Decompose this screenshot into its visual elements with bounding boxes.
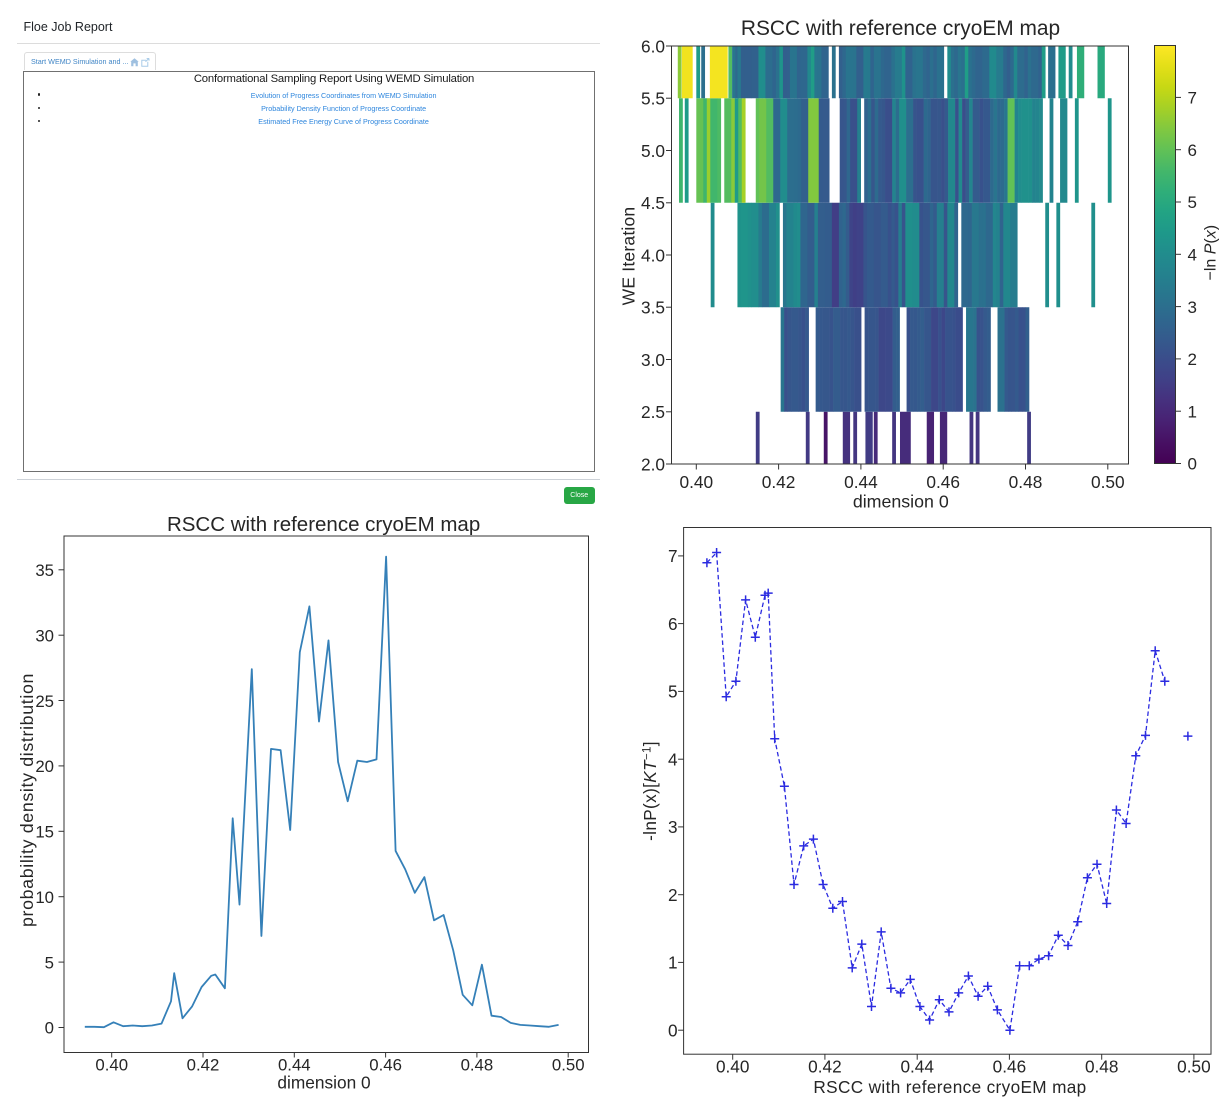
svg-text:35: 35 [35, 561, 54, 580]
svg-text:−ln P(x): −ln P(x) [1203, 225, 1220, 281]
svg-text:dimension 0: dimension 0 [853, 492, 949, 512]
svg-text:0: 0 [45, 1019, 54, 1038]
svg-text:0.40: 0.40 [95, 1056, 128, 1075]
svg-text:5.0: 5.0 [641, 141, 665, 161]
svg-text:6: 6 [668, 614, 678, 634]
svg-text:7: 7 [668, 546, 678, 566]
svg-text:0.44: 0.44 [278, 1056, 311, 1075]
svg-text:RSCC with reference cryoEM map: RSCC with reference cryoEM map [741, 17, 1060, 40]
svg-text:0.44: 0.44 [844, 472, 878, 492]
svg-text:2.5: 2.5 [641, 402, 665, 422]
svg-text:0.46: 0.46 [993, 1056, 1026, 1076]
svg-text:4.0: 4.0 [641, 245, 665, 265]
svg-text:25: 25 [35, 692, 54, 711]
svg-text:0.48: 0.48 [1085, 1056, 1118, 1076]
svg-text:0: 0 [668, 1021, 678, 1041]
svg-text:20: 20 [35, 757, 54, 776]
svg-text:4: 4 [1188, 246, 1197, 265]
svg-text:WE Iteration: WE Iteration [618, 207, 638, 306]
svg-text:5: 5 [45, 953, 54, 972]
svg-text:6.0: 6.0 [641, 36, 665, 56]
svg-text:3: 3 [668, 817, 678, 837]
svg-text:0.50: 0.50 [1091, 472, 1125, 492]
svg-text:5.5: 5.5 [641, 89, 665, 109]
svg-text:4.5: 4.5 [641, 193, 665, 213]
svg-text:0.46: 0.46 [926, 472, 960, 492]
svg-text:7: 7 [1188, 89, 1197, 108]
svg-text:30: 30 [35, 626, 54, 645]
svg-text:0.48: 0.48 [1009, 472, 1043, 492]
svg-text:3.5: 3.5 [641, 298, 665, 318]
svg-text:5: 5 [1188, 193, 1197, 212]
svg-text:0.42: 0.42 [808, 1056, 841, 1076]
svg-text:0.50: 0.50 [552, 1056, 585, 1075]
svg-text:RSCC with reference cryoEM map: RSCC with reference cryoEM map [813, 1077, 1086, 1097]
svg-text:0: 0 [1188, 455, 1197, 474]
svg-text:-lnP(x)[KT−1]: -lnP(x)[KT−1] [640, 741, 660, 841]
svg-text:2: 2 [668, 885, 678, 905]
svg-text:4: 4 [668, 750, 678, 770]
svg-text:0.44: 0.44 [900, 1056, 934, 1076]
svg-text:dimension 0: dimension 0 [277, 1073, 370, 1093]
svg-text:0.40: 0.40 [716, 1056, 749, 1076]
svg-text:1: 1 [668, 953, 678, 973]
svg-text:0.50: 0.50 [1177, 1056, 1210, 1076]
svg-text:10: 10 [35, 888, 54, 907]
svg-text:15: 15 [35, 823, 54, 842]
svg-text:1: 1 [1188, 402, 1197, 421]
svg-text:3.0: 3.0 [641, 350, 665, 370]
svg-text:0.48: 0.48 [461, 1056, 494, 1075]
svg-text:5: 5 [668, 682, 678, 702]
svg-text:probability density distributi: probability density distribution [17, 673, 37, 927]
svg-text:0.40: 0.40 [679, 472, 713, 492]
svg-text:3: 3 [1188, 298, 1197, 317]
svg-text:2: 2 [1188, 350, 1197, 369]
svg-text:6: 6 [1188, 141, 1197, 160]
svg-text:0.46: 0.46 [369, 1056, 402, 1075]
svg-text:0.42: 0.42 [762, 472, 796, 492]
svg-text:2.0: 2.0 [641, 454, 665, 474]
svg-text:RSCC with reference cryoEM map: RSCC with reference cryoEM map [167, 513, 480, 536]
svg-text:0.42: 0.42 [187, 1056, 220, 1075]
